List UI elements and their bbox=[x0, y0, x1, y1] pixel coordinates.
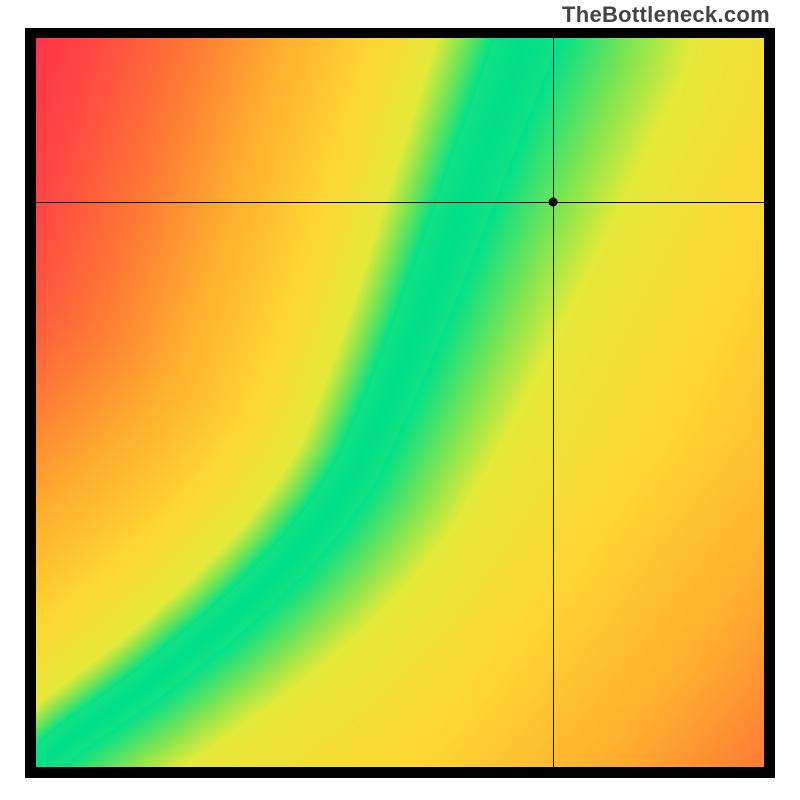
crosshair-vertical bbox=[553, 38, 554, 767]
crosshair-marker bbox=[548, 198, 557, 207]
heatmap-plot bbox=[36, 38, 764, 767]
chart-frame bbox=[25, 28, 775, 778]
heatmap-canvas bbox=[36, 38, 764, 767]
watermark-text: TheBottleneck.com bbox=[562, 2, 770, 28]
crosshair-horizontal bbox=[36, 202, 764, 203]
